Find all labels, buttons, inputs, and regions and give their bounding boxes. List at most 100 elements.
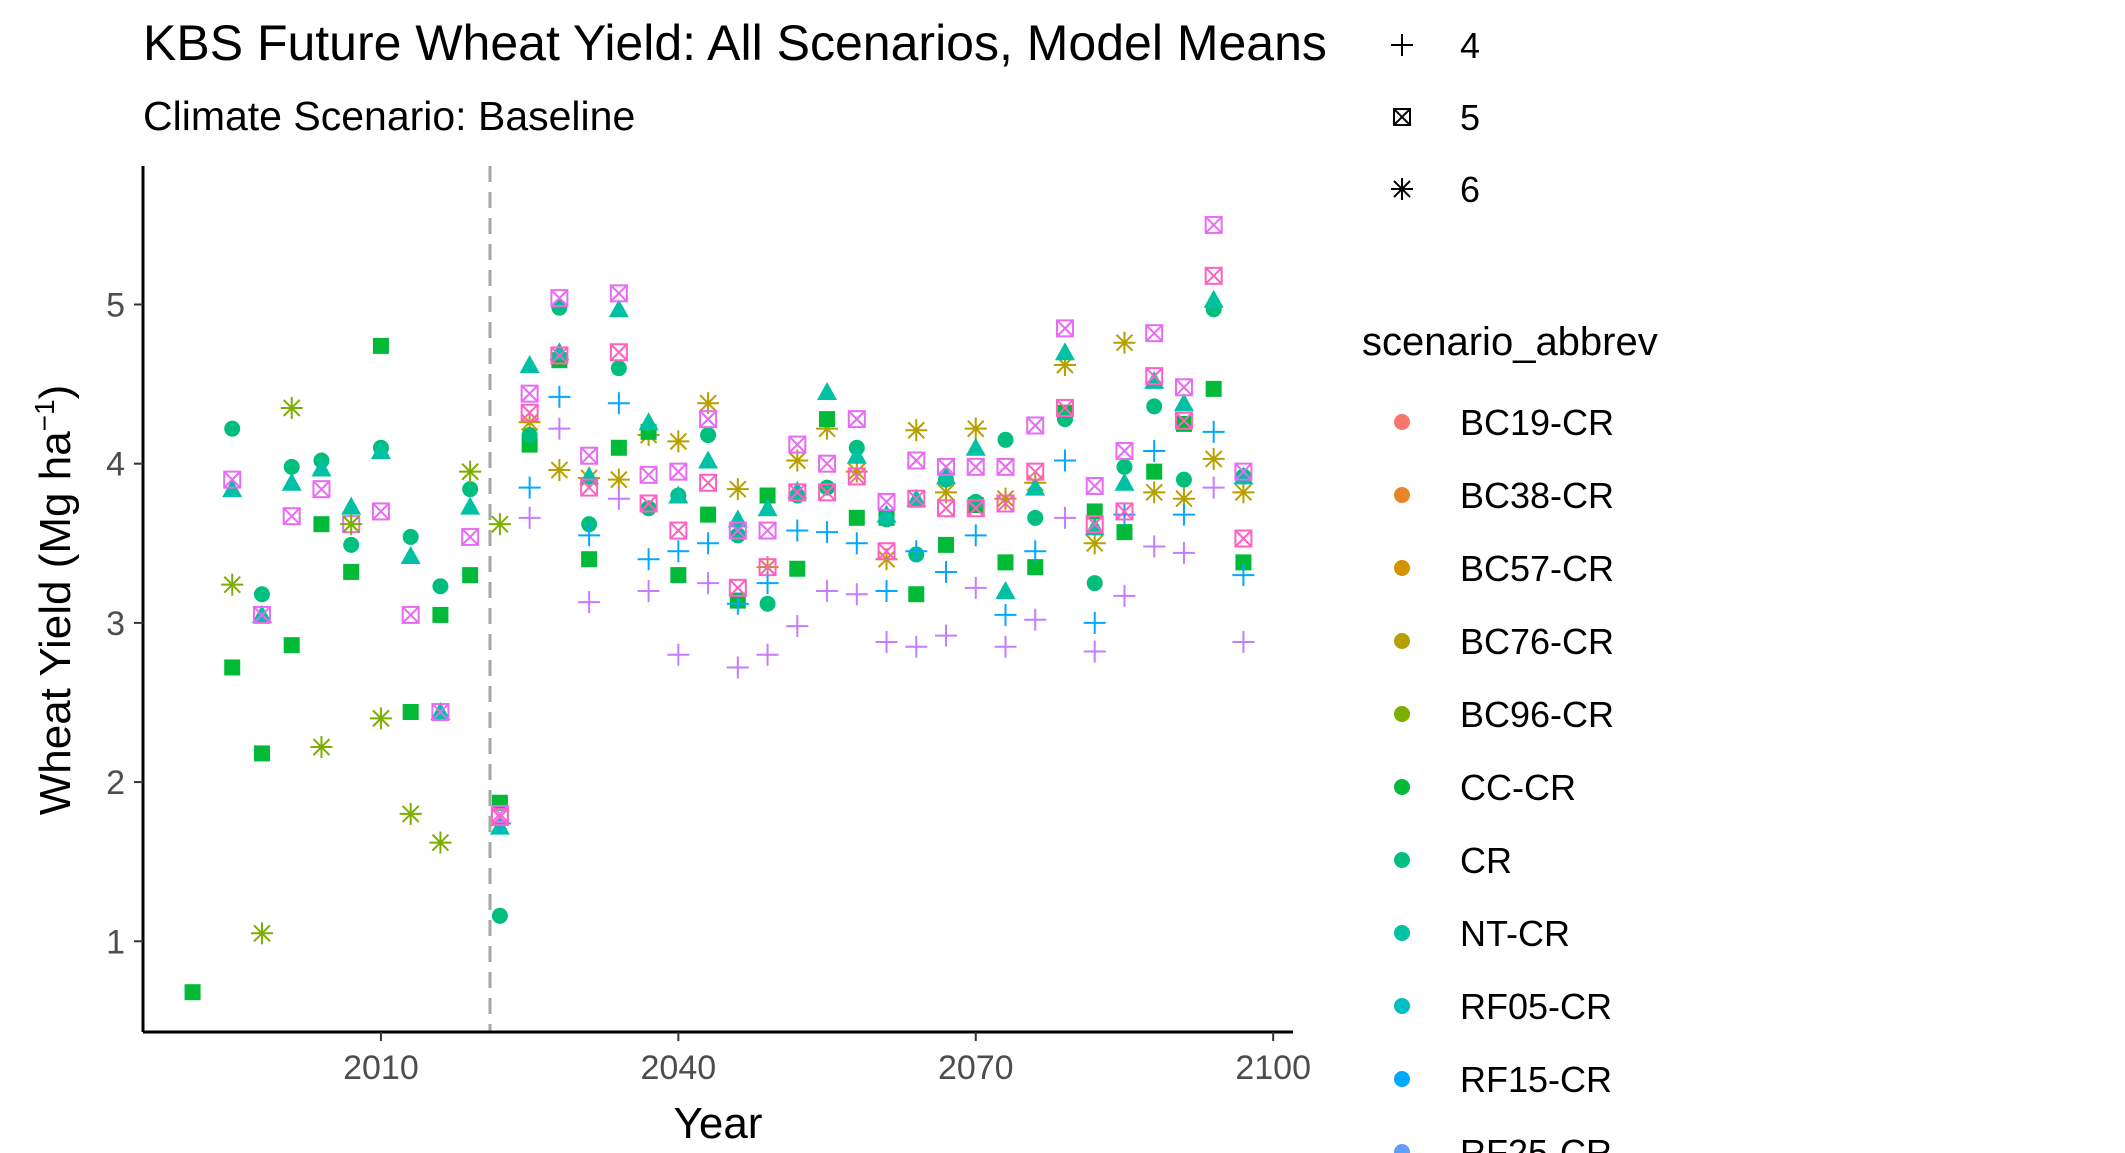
shape-legend-label: 6	[1460, 169, 1480, 210]
data-point	[461, 527, 480, 546]
color-legend: scenario_abbrev BC19-CR BC38-CR BC57-CR BC7…	[1362, 320, 1658, 1153]
y-axis-ticks: 1 2 3 4 5	[106, 286, 143, 961]
color-legend-label: CR	[1460, 840, 1512, 881]
data-point	[1055, 398, 1074, 417]
data-point	[639, 465, 658, 484]
data-point	[726, 656, 749, 679]
data-point	[728, 578, 747, 597]
data-point	[966, 457, 985, 476]
color-legend-label: BC57-CR	[1460, 548, 1614, 589]
data-point	[1204, 266, 1223, 285]
data-point	[250, 922, 273, 945]
data-point	[609, 343, 628, 362]
data-point	[311, 458, 332, 477]
data-point	[343, 536, 360, 553]
data-point	[608, 299, 629, 318]
data-point	[638, 412, 659, 431]
data-point	[224, 659, 241, 676]
y-axis-label-superscript: −1	[29, 399, 60, 431]
data-point	[759, 595, 776, 612]
color-legend-label: BC38-CR	[1460, 475, 1614, 516]
data-point	[1202, 447, 1225, 470]
data-point	[1172, 503, 1195, 526]
color-legend-label: BC76-CR	[1460, 621, 1614, 662]
color-legend-key	[1394, 706, 1410, 722]
data-point	[548, 459, 571, 482]
color-legend-label: BC96-CR	[1460, 694, 1614, 735]
color-legend-key	[1394, 414, 1410, 430]
data-point	[221, 573, 244, 596]
data-point	[370, 440, 391, 459]
color-legend-key	[1394, 925, 1410, 941]
data-point	[700, 506, 717, 523]
y-tick-label: 3	[106, 605, 125, 643]
data-point	[905, 635, 928, 658]
data-point	[845, 583, 868, 606]
data-point	[312, 480, 331, 499]
data-point	[551, 299, 568, 316]
data-point	[876, 504, 897, 523]
color-legend-label: CC-CR	[1460, 767, 1576, 808]
data-point	[1143, 535, 1166, 558]
data-point	[1205, 380, 1222, 397]
color-legend-key	[1394, 852, 1410, 868]
color-legend-label: NT-CR	[1460, 913, 1570, 954]
data-point	[997, 431, 1014, 448]
data-point	[1026, 462, 1045, 481]
shape-legend-key	[1391, 34, 1413, 56]
y-tick-label: 4	[106, 446, 125, 484]
data-point	[1146, 463, 1163, 480]
data-point	[280, 396, 303, 419]
data-point	[1234, 529, 1253, 548]
data-point	[1053, 449, 1076, 472]
y-tick-label: 5	[106, 286, 125, 324]
data-point	[758, 521, 777, 540]
data-point	[1054, 342, 1075, 361]
data-point	[549, 342, 570, 361]
data-point	[520, 403, 539, 422]
data-point	[846, 445, 867, 464]
data-point	[400, 546, 421, 565]
data-point	[432, 606, 449, 623]
data-point	[1116, 524, 1133, 541]
data-point	[252, 605, 271, 624]
data-point	[967, 493, 984, 510]
data-markers	[184, 215, 1255, 1001]
data-point	[670, 567, 687, 584]
plot-area: 1 2 3 4 5 2010 2040 2070 2100	[106, 166, 1311, 1087]
data-point	[699, 410, 718, 429]
data-point	[698, 450, 719, 469]
data-point	[550, 289, 569, 308]
data-point	[402, 704, 419, 721]
data-point	[819, 411, 836, 428]
data-point	[1083, 640, 1106, 663]
data-point	[786, 615, 809, 638]
data-point	[1145, 367, 1164, 386]
data-point	[223, 470, 242, 489]
data-point	[253, 745, 270, 762]
data-point	[490, 808, 509, 827]
data-point	[875, 630, 898, 653]
data-point	[431, 703, 450, 722]
data-point	[1083, 611, 1106, 634]
shape-legend-label: 4	[1460, 25, 1480, 66]
data-point	[788, 483, 807, 502]
x-tick-label: 2010	[343, 1049, 419, 1087]
data-point	[402, 528, 419, 545]
data-point	[817, 382, 838, 401]
data-point	[756, 643, 779, 666]
data-point	[340, 513, 363, 536]
data-point	[580, 478, 599, 497]
data-point	[994, 603, 1017, 626]
data-point	[637, 580, 660, 603]
data-point	[313, 516, 330, 533]
data-point	[369, 707, 392, 730]
data-point	[460, 496, 481, 515]
data-point	[905, 419, 928, 442]
data-point	[907, 489, 926, 508]
data-point	[1116, 458, 1133, 475]
data-point	[789, 560, 806, 577]
data-point	[935, 624, 958, 647]
data-point	[937, 499, 956, 518]
data-point	[726, 478, 749, 501]
